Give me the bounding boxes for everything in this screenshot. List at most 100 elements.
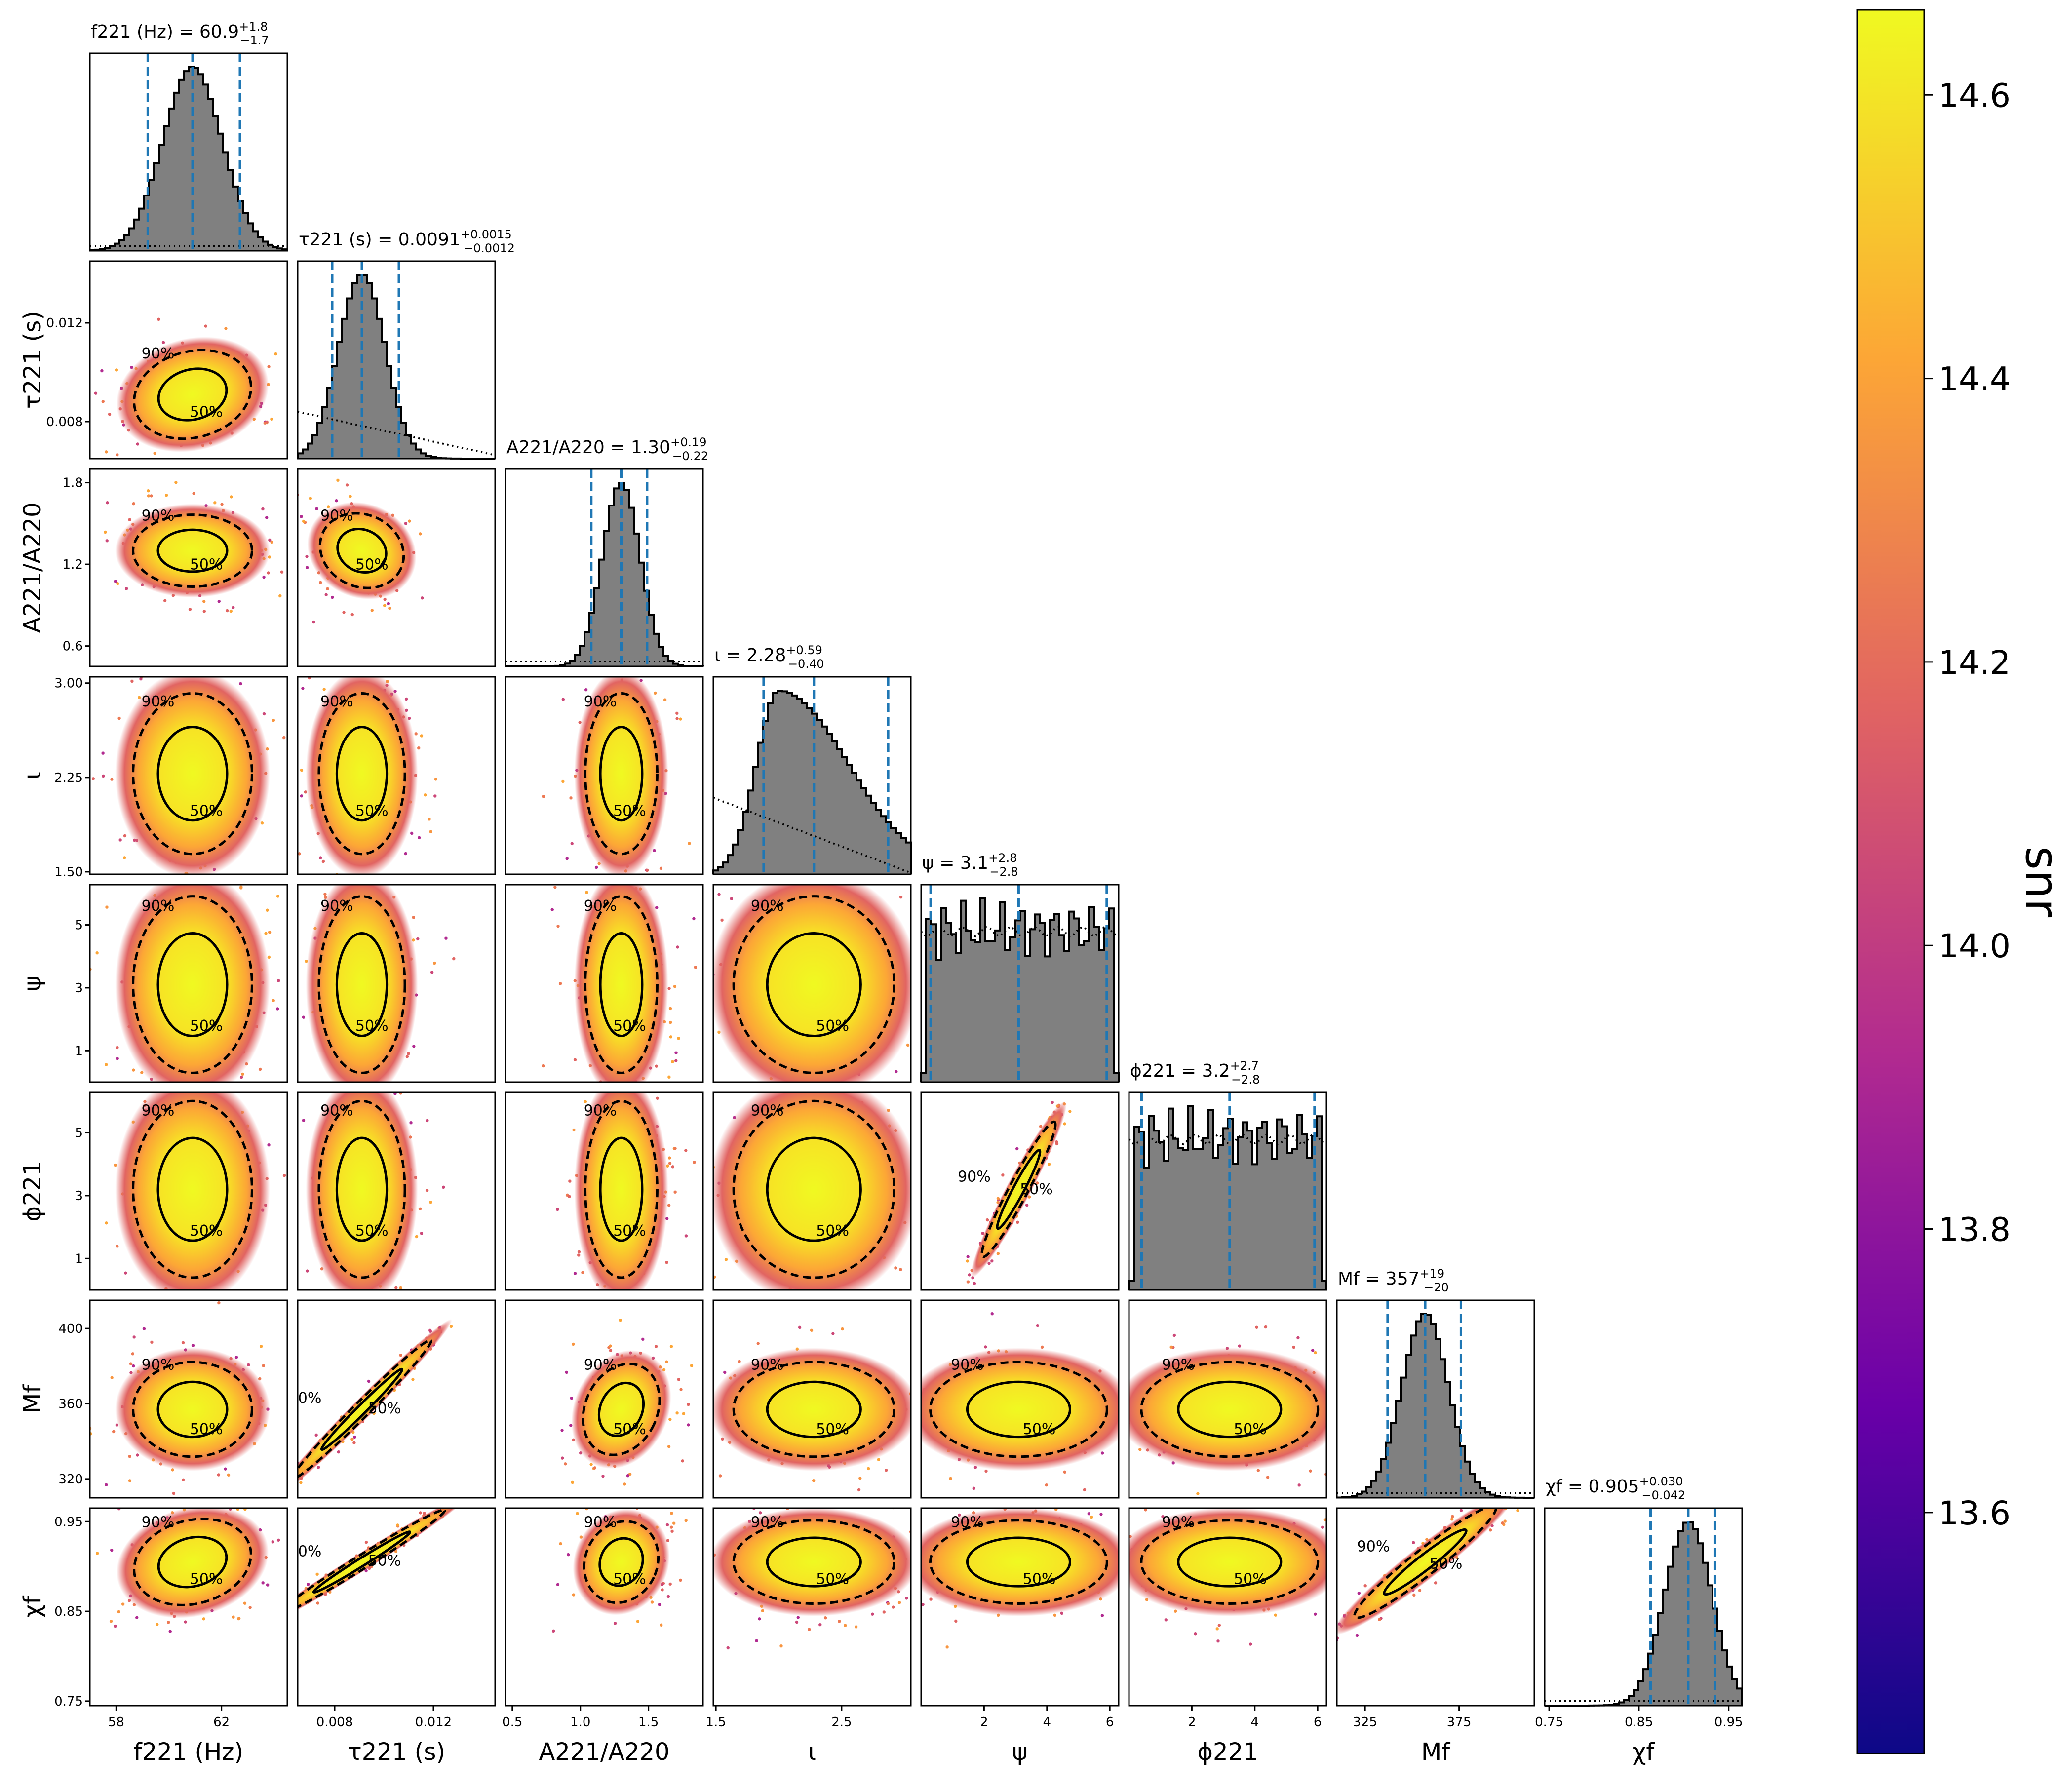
sample-point <box>110 1376 113 1379</box>
sample-point <box>617 1083 620 1086</box>
sample-point <box>1001 1173 1004 1176</box>
ytick-label: 3.00 <box>54 676 83 691</box>
sample-point <box>365 1089 368 1091</box>
contour-label-50: 50% <box>190 1017 223 1035</box>
sample-point <box>112 1430 115 1433</box>
sample-point <box>450 1325 453 1328</box>
sample-point <box>1240 1501 1243 1504</box>
hist-bar <box>203 84 209 251</box>
sample-point <box>556 1208 559 1211</box>
sample-point <box>104 531 107 534</box>
sample-point <box>662 1085 665 1088</box>
contour-label-50: 50% <box>190 556 223 574</box>
sample-point <box>155 879 158 882</box>
sample-point <box>258 1503 261 1506</box>
xtick-label: 0.008 <box>316 1715 353 1730</box>
panel-iota-iota: ι = 2.28+0.59−0.40 <box>713 643 911 874</box>
sample-point <box>289 1212 292 1215</box>
sample-point <box>703 949 706 952</box>
ytick-label: 0.6 <box>63 639 83 654</box>
sample-point <box>114 1625 117 1628</box>
sample-point <box>116 1245 118 1247</box>
sample-point <box>123 834 126 837</box>
sample-point <box>915 989 918 992</box>
sample-point <box>434 778 437 780</box>
hist-bar <box>936 960 941 1082</box>
sample-point <box>65 1438 68 1441</box>
sample-point <box>248 1606 251 1609</box>
sample-point <box>116 1057 118 1060</box>
sample-point <box>682 1412 685 1415</box>
sample-point <box>306 1269 309 1272</box>
xtick-label: 62 <box>213 1715 230 1730</box>
sample-point <box>810 1329 813 1332</box>
sample-point <box>1297 1483 1300 1486</box>
sample-point <box>353 1436 356 1439</box>
sample-point <box>812 1479 815 1482</box>
sample-point <box>147 489 150 492</box>
sample-point <box>277 1539 280 1542</box>
sample-point <box>222 667 225 670</box>
sample-point <box>666 1523 669 1526</box>
sample-point <box>105 1221 108 1224</box>
sample-point <box>132 1364 135 1367</box>
sample-point <box>349 495 351 498</box>
sample-point <box>654 692 657 695</box>
sample-point <box>368 1293 371 1296</box>
sample-point <box>619 1319 622 1322</box>
sample-point <box>292 1598 295 1601</box>
panel-Mf-Mf: Mf = 357+19−20 <box>1337 1267 1535 1498</box>
sample-point <box>192 492 195 495</box>
hist-bar <box>1213 1158 1218 1290</box>
sample-point <box>102 775 105 778</box>
sample-point <box>670 1345 673 1348</box>
contour-label-90: 90% <box>289 1543 322 1560</box>
sample-point <box>213 501 216 504</box>
sample-point <box>268 931 271 934</box>
xlabel-tau221: τ221 (s) <box>348 1738 445 1766</box>
sample-point <box>553 886 556 889</box>
sample-point <box>668 1418 671 1421</box>
sample-point <box>911 1222 914 1225</box>
hist-bar <box>990 941 996 1082</box>
ylabel-tau221: τ221 (s) <box>19 311 46 409</box>
sample-point <box>1311 1349 1314 1352</box>
sample-point <box>568 1179 571 1182</box>
sample-point <box>808 1628 811 1631</box>
sample-point <box>973 1282 976 1285</box>
sample-point <box>661 1588 663 1591</box>
sample-point <box>261 1581 264 1584</box>
sample-point <box>192 1344 195 1347</box>
hist-bar <box>1203 1138 1208 1290</box>
sample-point <box>111 1088 114 1091</box>
sample-point <box>139 677 142 680</box>
sample-point <box>688 842 691 845</box>
hist-bar <box>832 741 837 874</box>
sample-point <box>1036 1324 1039 1327</box>
ytick-label: 360 <box>58 1397 83 1412</box>
sample-point <box>105 905 108 908</box>
sample-point <box>615 1504 618 1507</box>
title-Mf: Mf = 357+19−20 <box>1338 1267 1449 1294</box>
sample-point <box>871 1613 874 1616</box>
sample-point <box>795 1621 798 1624</box>
sample-point <box>626 1474 629 1477</box>
sample-point <box>322 688 325 691</box>
sample-point <box>730 897 733 900</box>
sample-point <box>232 1615 234 1618</box>
sample-point <box>669 1007 672 1010</box>
xlabel-iota: ι <box>808 1738 816 1766</box>
sample-point <box>670 1525 673 1528</box>
hist-bar <box>856 780 862 874</box>
sample-point <box>335 499 338 502</box>
contour-label-50: 50% <box>816 1017 849 1035</box>
sample-point <box>292 1610 295 1613</box>
sample-point <box>1053 1614 1056 1617</box>
sample-point <box>707 1409 710 1412</box>
xtick-label: 58 <box>108 1715 124 1730</box>
contour-label-90: 90% <box>751 1514 784 1531</box>
sample-point <box>412 1045 415 1048</box>
hist-bar <box>624 490 629 666</box>
sample-point <box>121 1602 124 1605</box>
contour-label-50: 50% <box>355 556 389 574</box>
